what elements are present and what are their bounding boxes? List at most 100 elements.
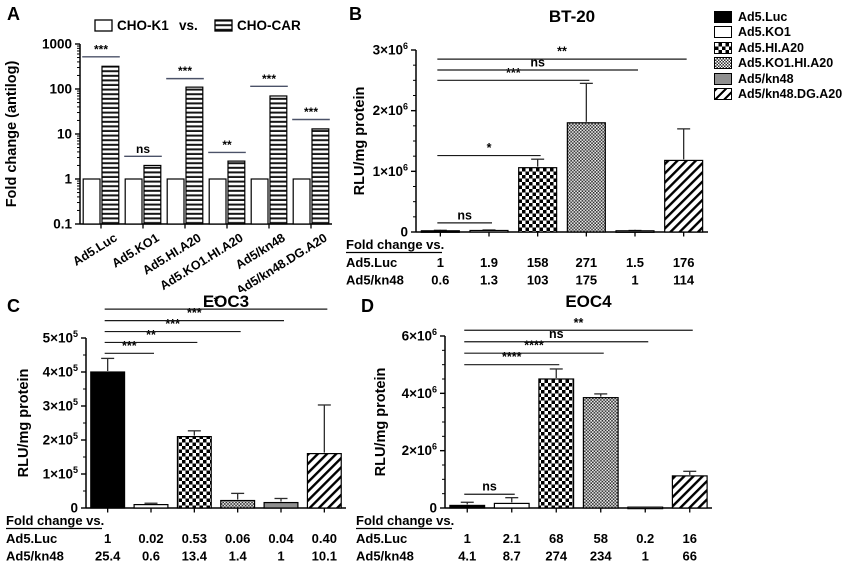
fold-table-value: 1.3 <box>480 273 498 288</box>
legend-item-label: Ad5.KO1.HI.A20 <box>738 56 834 71</box>
panel-a-label: A <box>7 4 20 24</box>
bar-Ad5/kn48 <box>615 230 655 233</box>
sig-label: *** <box>94 42 108 56</box>
fold-table-value: 58 <box>594 531 608 546</box>
y-tick-label: 1×106 <box>373 162 408 179</box>
fold-table-value: 13.4 <box>182 549 208 564</box>
bar-Ad5/kn48.DG.A20 <box>671 475 708 509</box>
fold-table-value: 176 <box>673 255 695 270</box>
fold-table-value: 66 <box>683 549 697 564</box>
fold-table-value: 25.4 <box>95 549 121 564</box>
bar-Ad5.KO1 <box>133 504 169 509</box>
legend-item-label: Ad5/kn48.DG.A20 <box>738 87 843 102</box>
y-tick-label: 0 <box>70 501 78 516</box>
sig-label: * <box>487 141 492 155</box>
bar-Ad5/kn48.DG.A20 <box>306 453 342 509</box>
y-tick-label: 1 <box>64 172 72 187</box>
fold-table-value: 1.5 <box>626 255 644 270</box>
fold-table-value: 0.02 <box>138 531 163 546</box>
sig-label: *** <box>304 105 318 119</box>
bar-Ad5.HI.A20 <box>176 436 212 509</box>
fold-table-value: 0.04 <box>268 531 294 546</box>
legend-item: Ad5.HI.A20 <box>714 40 842 56</box>
y-axis-label: RLU/mg protein <box>16 369 32 478</box>
y-tick-label: 5×105 <box>43 329 78 346</box>
y-tick-label: 4×106 <box>402 384 437 401</box>
y-tick-label: 0 <box>400 225 408 240</box>
inner-legend-label: CHO-CAR <box>237 18 301 33</box>
bar-Ad5.KO1.HI.A20 <box>566 122 606 233</box>
fold-table-header: Fold change vs. <box>346 237 444 252</box>
y-tick-label: 0 <box>429 501 437 516</box>
inner-legend-swatch-hlines-icon <box>214 19 233 32</box>
bar-Ad5.HI.A20 <box>518 167 558 233</box>
bar-CHO-K1-Ad5.KO1 <box>124 178 143 225</box>
sig-label: ns <box>482 480 497 494</box>
legend-swatch-solid-black-icon <box>714 10 732 23</box>
fold-table-row-label: Ad5/kn48 <box>6 549 64 564</box>
sig-label: *** <box>165 317 180 331</box>
chart-eoc3: 0 1×105 2×105 3×105 4×105 5×105 RLU/mg protein… <box>6 292 346 564</box>
panel-b-label: B <box>349 4 362 24</box>
bar-Ad5.Luc <box>90 371 126 509</box>
sig-label: * <box>214 295 219 309</box>
bar-CHO-CAR-Ad5.KO1.HI.A20 <box>227 160 246 225</box>
bar-Ad5.HI.A20 <box>538 378 575 509</box>
bar-CHO-CAR-Ad5.HI.A20 <box>185 86 204 225</box>
bar-Ad5.KO1.HI.A20 <box>582 397 619 509</box>
sig-label: *** <box>506 66 521 80</box>
fold-table-row-label: Ad5.Luc <box>6 531 57 546</box>
bar-Ad5.Luc <box>420 230 460 233</box>
sig-label: **** <box>502 350 522 364</box>
y-axis-label: RLU/mg protein <box>352 87 368 196</box>
y-tick-label: 10 <box>57 127 72 142</box>
y-tick-label: 1000 <box>42 37 72 52</box>
bar-CHO-K1-Ad5.HI.A20 <box>166 178 185 225</box>
bar-CHO-CAR-Ad5.Luc <box>101 65 120 225</box>
bar-CHO-CAR-Ad5/kn48 <box>269 95 288 225</box>
legend-swatch-checker-icon <box>714 41 732 54</box>
fold-table-value: 158 <box>527 255 549 270</box>
y-tick-label: 4×105 <box>43 363 78 380</box>
fold-table-value: 68 <box>549 531 563 546</box>
bar-Ad5/kn48 <box>263 501 299 509</box>
fold-table-value: 0.2 <box>636 531 654 546</box>
legend-swatch-fine-checker-icon <box>714 57 732 70</box>
legend-item-label: Ad5/kn48 <box>738 71 794 86</box>
sig-label: **** <box>524 339 544 353</box>
bar-CHO-K1-Ad5/kn48 <box>250 178 269 225</box>
panel-d-label: D <box>361 296 374 316</box>
fold-table-value: 103 <box>527 273 549 288</box>
fold-table-row-label: Ad5.Luc <box>356 531 407 546</box>
y-axis-label: RLU/mg protein <box>373 368 389 477</box>
fold-table-value: 0.6 <box>142 549 160 564</box>
bar-Ad5.KO1 <box>493 502 530 509</box>
fold-table-value: 1 <box>464 531 471 546</box>
legend-item-label: Ad5.HI.A20 <box>738 40 804 55</box>
y-tick-label: 2×105 <box>43 431 78 448</box>
fold-table-value: 271 <box>575 255 597 270</box>
fold-table-value: 1 <box>104 531 111 546</box>
sig-label: ** <box>557 45 567 59</box>
bar-CHO-K1-Ad5/kn48.DG.A20 <box>292 178 311 225</box>
sig-label: *** <box>187 306 202 320</box>
fold-table-value: 0.40 <box>312 531 337 546</box>
bar-CHO-CAR-Ad5.KO1 <box>143 164 162 225</box>
fold-table-value: 0.53 <box>182 531 207 546</box>
panel-c-label: C <box>7 296 20 316</box>
fold-table-value: 1.9 <box>480 255 498 270</box>
fold-table-value: 10.1 <box>312 549 337 564</box>
fold-table-value: 1 <box>642 549 649 564</box>
chart-title: EOC3 <box>203 292 249 311</box>
fold-table-value: 1 <box>277 549 284 564</box>
y-axis-label: Fold change (antilog) <box>4 61 20 208</box>
y-tick-label: 2×106 <box>373 102 408 119</box>
y-tick-label: 0.1 <box>53 217 72 232</box>
y-tick-label: 100 <box>49 82 72 97</box>
y-tick-label: 3×106 <box>373 41 408 58</box>
legend-item-label: Ad5.Luc <box>738 9 788 24</box>
fold-table-value: 0.06 <box>225 531 250 546</box>
